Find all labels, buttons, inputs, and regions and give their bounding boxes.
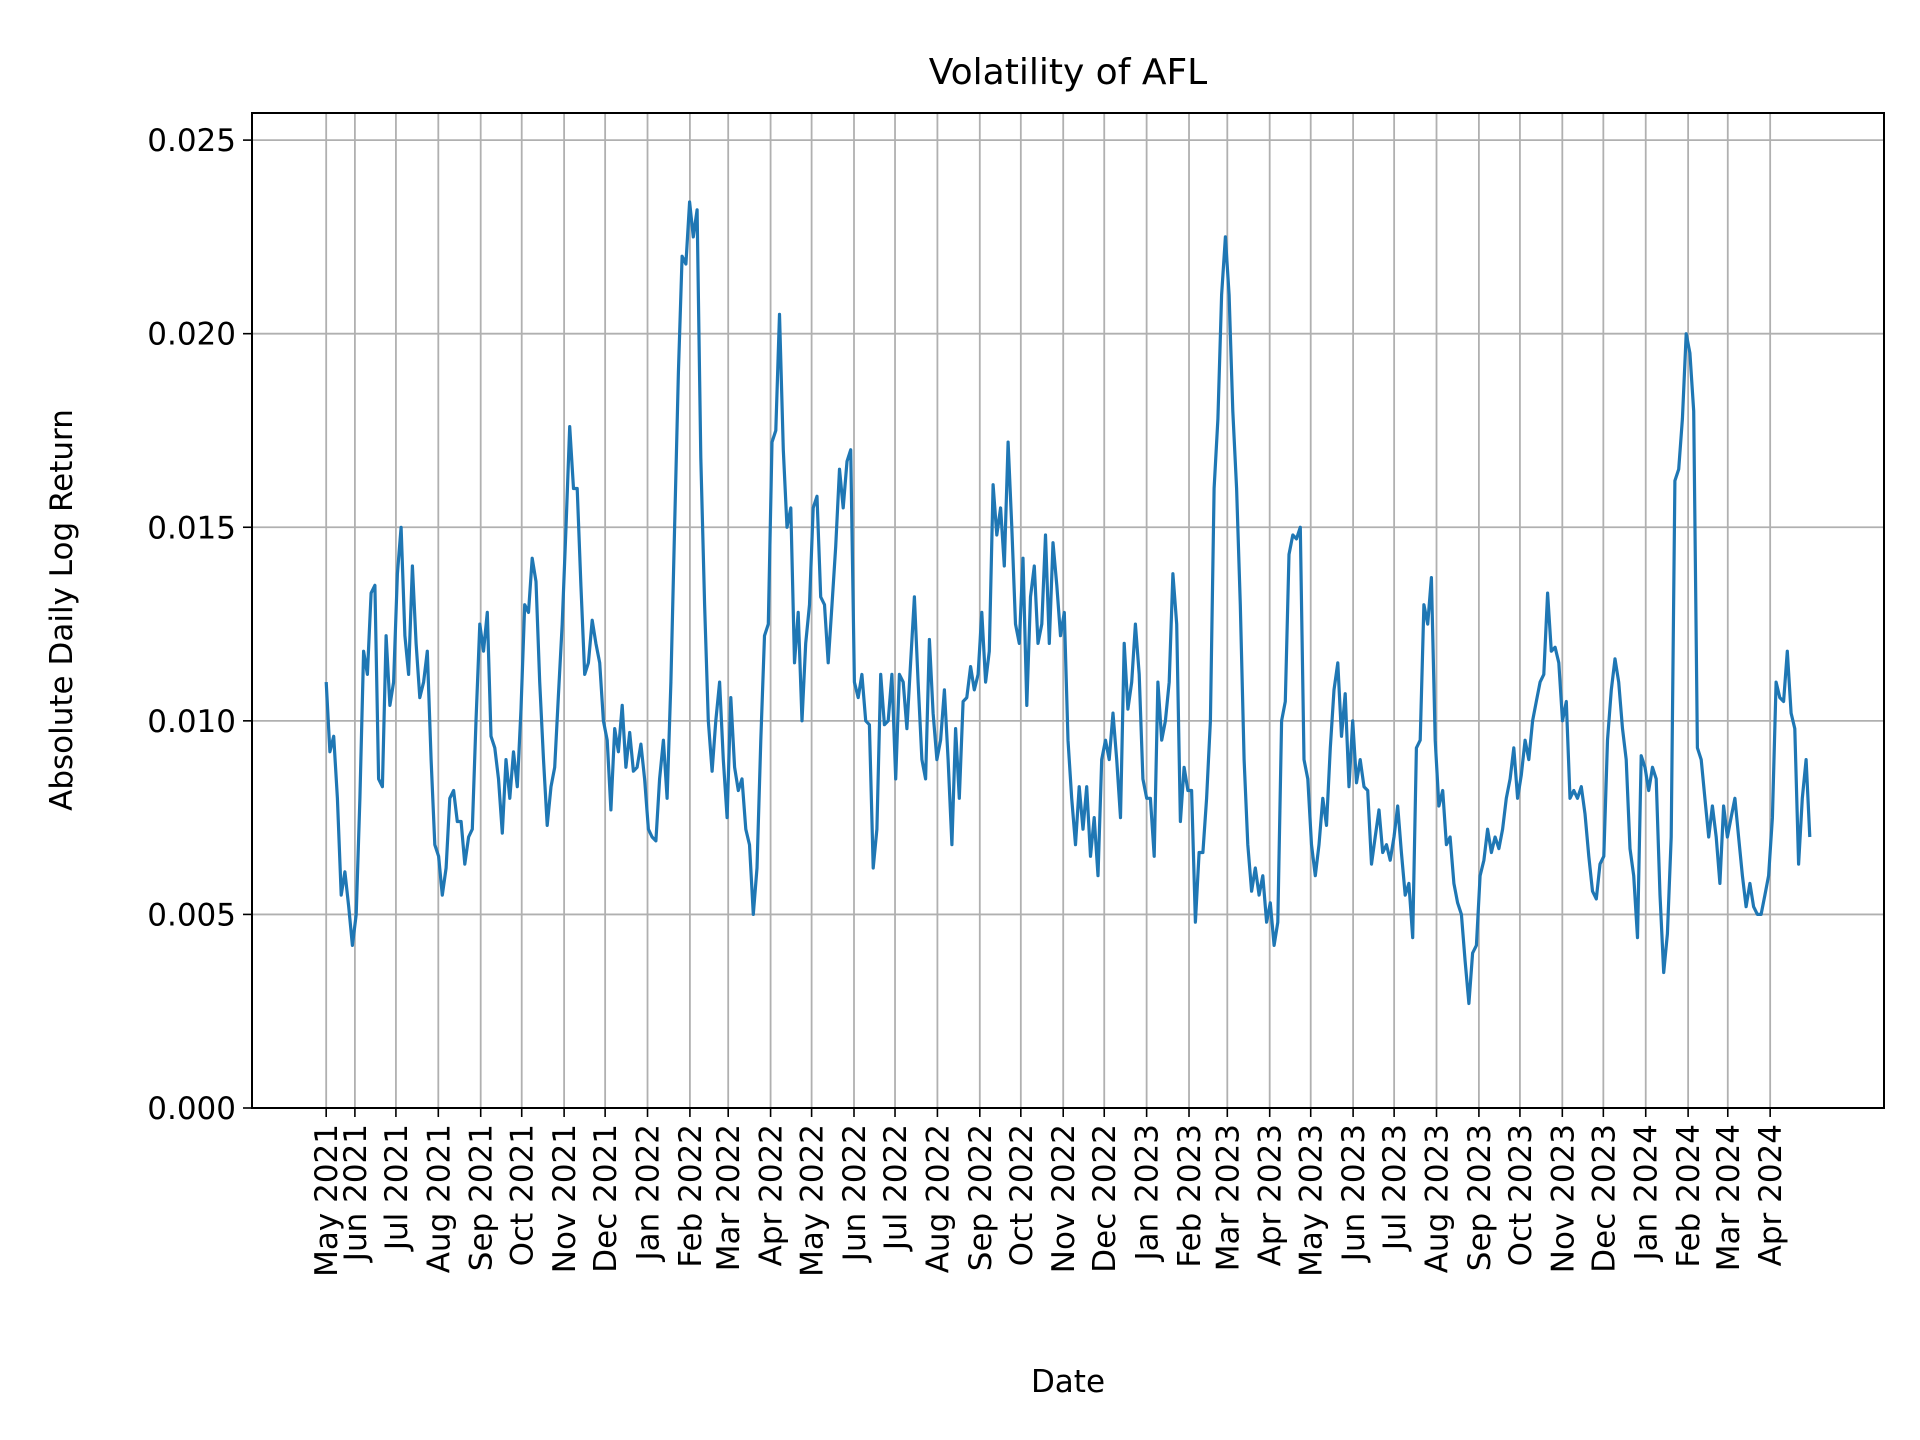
y-axis-label: Absolute Daily Log Return (44, 409, 80, 811)
x-tick-label: Feb 2022 (673, 1124, 709, 1268)
y-tick-label: 0.020 (147, 317, 236, 353)
x-tick-label: Apr 2024 (1753, 1124, 1789, 1266)
x-tick-label: Oct 2022 (1004, 1124, 1040, 1266)
x-tick-label: Oct 2021 (505, 1124, 541, 1266)
volatility-series-line (324, 200, 1812, 1006)
y-tick-label: 0.005 (147, 897, 236, 933)
x-tick-label: May 2023 (1294, 1124, 1330, 1277)
x-tick-label: May 2022 (795, 1124, 831, 1277)
x-tick-label: Dec 2023 (1586, 1124, 1622, 1273)
x-tick-label: Dec 2021 (588, 1124, 624, 1273)
x-tick-label: Oct 2023 (1503, 1124, 1539, 1266)
x-tick-label: Feb 2023 (1172, 1124, 1208, 1268)
x-tick-label: Nov 2021 (547, 1124, 583, 1273)
axes-frame (251, 112, 1885, 1109)
x-tick-label: Jul 2021 (379, 1124, 415, 1252)
y-tick-label: 0.000 (147, 1091, 236, 1127)
x-tick-label: Mar 2023 (1210, 1124, 1246, 1271)
y-tick-label: 0.025 (147, 123, 236, 159)
y-axis: 0.000 0.005 0.010 0.015 0.020 0.025 (147, 123, 252, 1127)
x-tick-label: Jan 2022 (631, 1124, 667, 1263)
x-tick-label: Mar 2024 (1711, 1124, 1747, 1271)
x-tick-label: Nov 2022 (1046, 1124, 1082, 1273)
x-tick-label: Aug 2022 (920, 1124, 956, 1273)
x-tick-label: May 2021 (309, 1124, 345, 1277)
x-tick-label: Jul 2022 (878, 1124, 914, 1252)
x-tick-label: Feb 2024 (1671, 1124, 1707, 1268)
x-tick-label: Jul 2023 (1377, 1124, 1413, 1252)
x-tick-label: Jun 2022 (837, 1124, 873, 1263)
y-tick-label: 0.010 (147, 704, 236, 740)
chart-title: Volatility of AFL (929, 52, 1207, 93)
x-tick-label: Aug 2023 (1420, 1124, 1456, 1273)
x-tick-label: Mar 2022 (711, 1124, 747, 1271)
grid-lines (252, 113, 1884, 1109)
x-axis-label: Date (1031, 1364, 1105, 1400)
x-tick-label: Aug 2021 (421, 1124, 457, 1273)
x-tick-label: Apr 2022 (754, 1124, 790, 1266)
x-tick-label: Nov 2023 (1545, 1124, 1581, 1273)
x-tick-label: Apr 2023 (1253, 1124, 1289, 1266)
y-tick-label: 0.015 (147, 510, 236, 546)
x-tick-label: Dec 2022 (1087, 1124, 1123, 1273)
x-tick-label: Jan 2023 (1130, 1124, 1166, 1263)
x-tick-label: Sep 2021 (464, 1124, 500, 1271)
x-tick-label: Jun 2021 (338, 1124, 374, 1263)
x-tick-label: Jun 2023 (1336, 1124, 1372, 1263)
x-tick-label: Sep 2022 (963, 1124, 999, 1271)
series-layer (324, 200, 1812, 1006)
x-tick-label: Sep 2023 (1462, 1124, 1498, 1271)
x-tick-label: Jan 2024 (1629, 1124, 1665, 1263)
